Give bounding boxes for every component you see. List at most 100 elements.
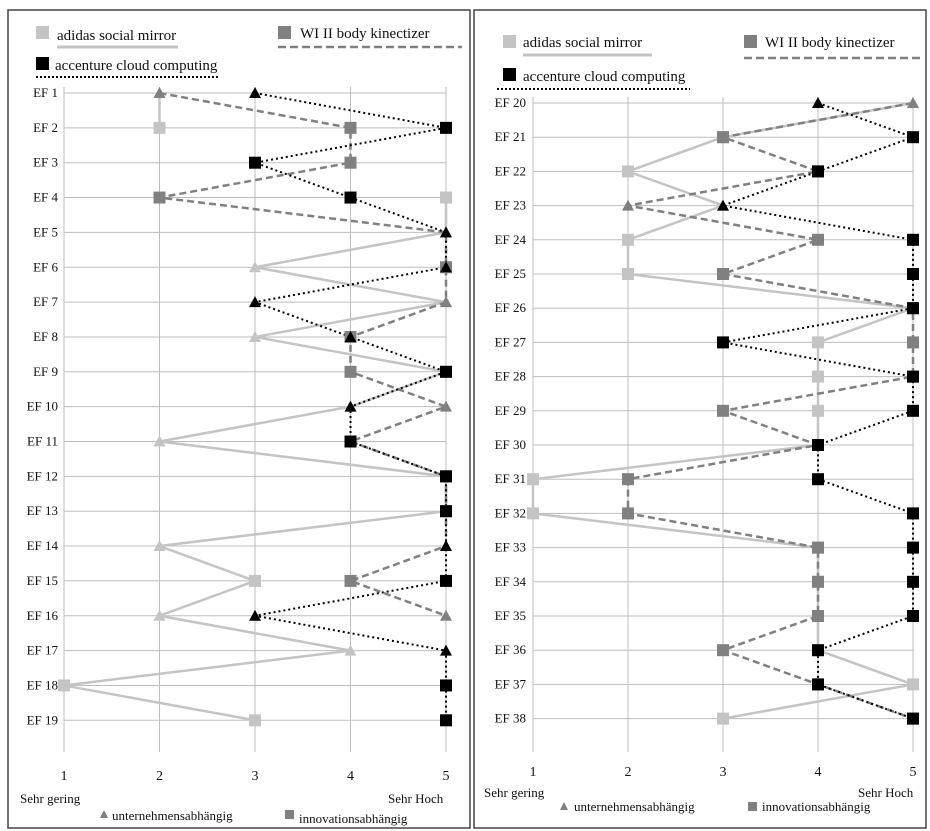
footer-square-label: innovationsabhängig [299,811,408,826]
legend-swatch-adidas [36,26,49,39]
data-point-wi [717,131,729,144]
plot-area-left: EF 1 EF 2 EF 3 EF 4 EF 5 EF 6 EF 7 EF 8 EF 9 EF 1… [27,85,452,784]
legend-swatch-accenture [503,68,516,81]
data-point-accenture [907,507,919,520]
tick-label: 1 [530,765,537,780]
data-point-accenture [812,439,824,451]
category-label: EF 8 [33,329,58,344]
footer-triangle-icon [100,810,108,818]
category-label: EF 28 [495,369,526,384]
category-label: EF 35 [495,608,526,623]
data-point-adidas [622,233,634,246]
category-label: EF 18 [27,677,58,692]
data-point-accenture [440,644,452,656]
legend-swatch-adidas [503,35,516,48]
data-point-accenture [344,400,357,412]
legend-label-wi: WI II body kinectizer [765,35,895,51]
data-point-accenture [812,473,824,486]
category-label: EF 31 [495,471,526,486]
data-point-adidas [153,435,166,447]
data-point-accenture [907,712,919,725]
footer-square-icon [748,802,757,811]
data-point-wi [812,541,824,554]
data-point-wi [907,336,919,349]
legend: adidas social mirror WI II body kinectiz… [497,35,920,90]
category-label: EF 29 [495,403,526,418]
category-label: EF 26 [495,300,527,315]
category-label: EF 25 [495,266,526,281]
footer-triangle-icon [560,802,568,810]
tick-label: 2 [156,769,163,784]
category-label: EF 27 [495,334,527,349]
category-label: EF 14 [27,538,59,553]
data-point-wi [717,404,729,417]
data-point-accenture [812,97,824,108]
data-point-accenture [344,330,357,342]
data-point-adidas [907,678,919,691]
data-point-adidas [812,370,824,383]
data-point-wi [622,199,634,211]
category-label: EF 16 [27,608,59,623]
legend-label-accenture: accenture cloud computing [523,69,686,85]
data-point-adidas [153,540,166,552]
data-point-adidas [249,261,261,273]
tick-label: 4 [347,769,354,784]
data-point-adidas [249,714,261,727]
category-label: EF 5 [33,224,58,239]
data-point-accenture [440,574,452,587]
data-point-adidas [58,679,70,692]
category-label: EF 38 [495,711,526,726]
legend-swatch-wi [278,26,291,39]
data-point-adidas [249,574,261,587]
legend-label-accenture: accenture cloud computing [55,58,218,74]
data-point-wi [440,296,452,308]
data-point-accenture [344,191,357,204]
axis-high-label: Sehr Hoch [858,785,914,800]
footer-triangle-label: unternehmensabhängig [574,799,695,814]
data-point-accenture [907,610,919,622]
footer-square-icon [285,810,294,819]
data-point-accenture [440,226,452,238]
data-point-wi [344,121,357,134]
category-label: EF 13 [27,503,58,518]
data-point-adidas [527,473,539,486]
tick-label: 1 [61,769,68,784]
data-point-accenture [717,336,729,349]
data-point-accenture [249,156,261,169]
data-point-accenture [440,121,452,134]
plot-area-right: EF 20 EF 21 EF 22 EF 23 EF 24 EF 25 EF 26 EF 27… [495,95,919,780]
data-point-wi [717,268,729,280]
data-point-wi [622,473,634,486]
category-label: EF 37 [495,676,527,691]
category-label: EF 33 [495,540,526,555]
category-label: EF 21 [495,129,526,144]
category-label: EF 15 [27,573,58,588]
data-point-adidas [153,609,166,621]
category-label: EF 9 [33,364,58,379]
data-point-adidas [812,336,824,349]
category-label: EF 7 [33,294,58,309]
data-point-wi [153,191,166,204]
data-point-accenture [440,679,452,692]
data-point-adidas [249,330,261,342]
data-point-accenture [907,541,919,554]
category-label: EF 11 [27,434,58,449]
data-point-accenture [717,199,729,211]
data-point-accenture [907,575,919,588]
legend-label-wi: WI II body kinectizer [300,26,430,42]
panel-border [473,9,927,829]
data-point-accenture [344,435,357,448]
data-point-adidas [812,404,824,417]
tick-label: 4 [815,765,822,780]
category-label: EF 1 [33,85,58,100]
tick-label: 5 [910,765,917,780]
data-point-accenture [907,131,919,144]
data-point-accenture [907,233,919,246]
data-point-wi [812,575,824,588]
data-point-accenture [907,302,919,315]
data-point-accenture [440,714,452,727]
data-point-accenture [440,365,452,378]
data-point-adidas [344,644,357,656]
category-label: EF 19 [27,712,58,727]
